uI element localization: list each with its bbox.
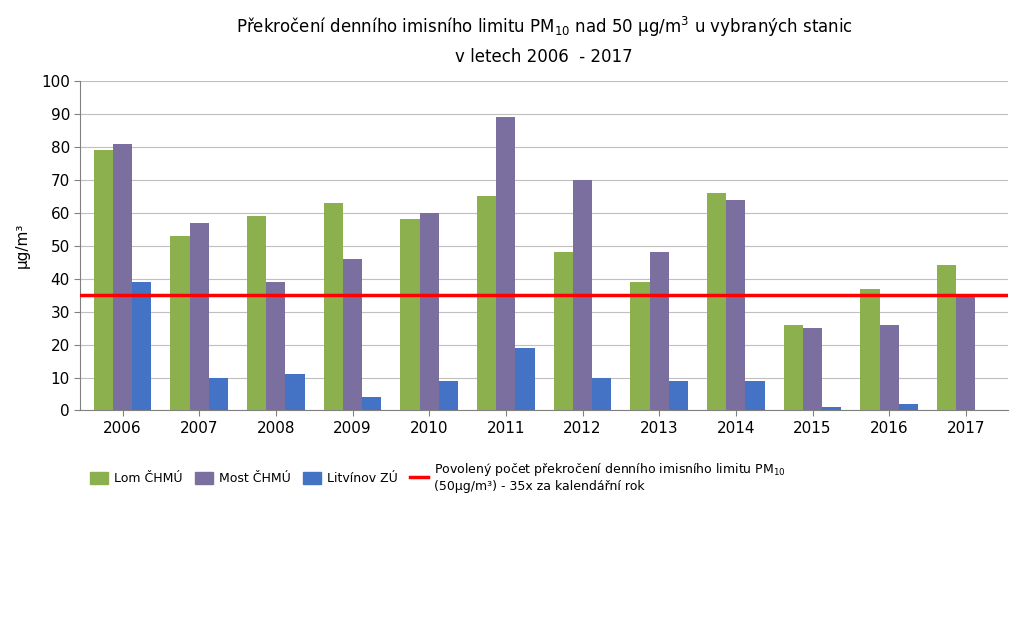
Bar (94, 150, 113, 411)
Bar (285, 374, 305, 411)
Bar (324, 203, 343, 411)
Title: Překročení denního imisního limitu PM$_{10}$ nad 50 μg/m$^3$ u vybraných stanic
: Překročení denního imisního limitu PM$_{… (235, 15, 853, 66)
Bar (669, 381, 687, 411)
Bar (343, 259, 362, 411)
Bar (516, 348, 535, 411)
Bar (957, 295, 975, 411)
Bar (362, 398, 382, 411)
Bar (248, 216, 266, 411)
Bar (899, 404, 918, 411)
Bar (553, 252, 573, 411)
Bar (171, 236, 189, 411)
Bar (880, 325, 899, 411)
Bar (630, 282, 650, 411)
Bar (266, 282, 285, 411)
Bar (573, 180, 592, 411)
Bar (707, 193, 726, 411)
Bar (132, 282, 151, 411)
Bar (419, 213, 439, 411)
Bar (400, 220, 419, 411)
Bar (803, 328, 822, 411)
Bar (113, 144, 132, 411)
Bar (860, 288, 880, 411)
Bar (592, 377, 612, 411)
Bar (439, 381, 458, 411)
Bar (726, 199, 746, 411)
Bar (784, 325, 803, 411)
Bar (746, 381, 764, 411)
Bar (650, 252, 669, 411)
Bar (189, 223, 209, 411)
Y-axis label: μg/m³: μg/m³ (15, 223, 30, 268)
Bar (477, 196, 496, 411)
Legend: Lom ČHMÚ, Most ČHMÚ, Litvínov ZÚ, Povolený počet překročení denního imisního lim: Lom ČHMÚ, Most ČHMÚ, Litvínov ZÚ, Povole… (87, 457, 790, 497)
Bar (496, 117, 516, 411)
Bar (937, 266, 957, 411)
Bar (822, 407, 841, 411)
Bar (209, 377, 228, 411)
